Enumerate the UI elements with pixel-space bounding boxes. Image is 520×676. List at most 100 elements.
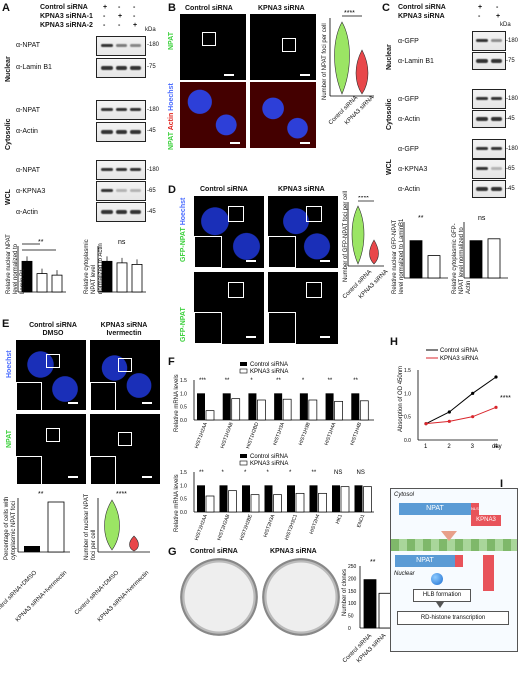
f-bottom-sig: * — [222, 470, 225, 476]
e-image-kpna3-npat — [90, 414, 160, 484]
d-image-kpna3-merge — [268, 196, 338, 268]
f-bottom-sig: NS — [357, 470, 365, 476]
f-top-bar-kpna3 — [334, 400, 343, 421]
b-image-kpna3-merge — [250, 82, 316, 148]
d-bar1-bar — [409, 240, 423, 279]
f-top-bar-kpna3 — [257, 399, 266, 421]
d-bar1-ylabel: Relative nuclear GFP-NPAT level normaliz… — [392, 218, 405, 294]
h-ytick: 0.0 — [404, 438, 411, 444]
f-bottom-sig: NS — [334, 470, 342, 476]
h-legend-control: Control siRNA — [440, 348, 478, 354]
f-top-bar-control — [325, 393, 334, 420]
b-row1-label: NPAT — [168, 31, 175, 50]
f-top-xtick: HIST1H3B — [298, 421, 312, 446]
f-bottom-bar-control — [219, 485, 228, 512]
g-plate-control — [180, 558, 258, 636]
b-image-control-merge — [180, 82, 246, 148]
g-ytick: 200 — [348, 576, 357, 582]
a-mark: - — [133, 13, 136, 20]
c-row-control: Control siRNA — [398, 4, 446, 11]
f-top-sig: ** — [328, 378, 333, 384]
h-point — [447, 410, 451, 414]
f-top-sig: * — [302, 378, 305, 384]
f-bottom-xtick: HIST2H4 — [309, 513, 322, 535]
f-bottom-xtick: HIST2H2AA — [194, 513, 209, 541]
b-row2-npat: NPAT — [168, 131, 175, 150]
d-bar-charts: ** ns — [403, 215, 508, 279]
f-top-ytick: 1.5 — [180, 378, 187, 384]
e-bar-cat: KPNA3 siRNA+Ivermectin — [14, 570, 69, 624]
a-row-control: Control siRNA — [40, 4, 88, 11]
e-violin-control — [104, 499, 120, 551]
i-hlb-box: HLB formation — [413, 589, 471, 602]
f-bottom-legend-kpna3: KPNA3 siRNA — [250, 461, 288, 467]
h-legend-kpna3: KPNA3 siRNA — [440, 356, 478, 362]
e-violin-ylabel: Number of nuclear NPAT foci per cell — [84, 493, 97, 560]
f-top-xtick: HIST1H2BD — [245, 421, 260, 449]
f-bottom-xtick: HIST2H2BE — [239, 513, 254, 541]
e-bar-ylabel: Percentage of cells with cytoplasmic NPA… — [4, 496, 17, 560]
f-bottom-bar-kpna3 — [318, 492, 327, 513]
f-bottom-bar-control — [242, 485, 250, 512]
i-hlb-dot — [431, 573, 443, 585]
h-ylabel: Absorption of OD 450nm — [398, 365, 404, 432]
h-xtick: 4 — [494, 444, 498, 450]
c-blot-label: α-KPNA3 — [398, 166, 428, 173]
c-blot-label: α-Lamin B1 — [398, 58, 434, 65]
f-top-bar-kpna3 — [308, 399, 318, 421]
a-blot-image — [96, 36, 146, 56]
a-mw: -45 — [147, 128, 156, 134]
i-npat-label: NPAT — [426, 505, 444, 512]
a-mw: -65 — [147, 188, 156, 194]
c-mw: -45 — [506, 116, 515, 122]
a-mark: + — [118, 13, 123, 20]
h-xlabel: day — [492, 444, 502, 450]
b-violin-chart: **** — [329, 10, 374, 97]
e-row2-label: NPAT — [6, 429, 13, 448]
c-mw: -180 — [506, 38, 519, 44]
i-hlb: HLB formation — [422, 592, 462, 598]
h-point — [471, 415, 475, 419]
f-top-sig: * — [250, 378, 253, 384]
a-mark: - — [103, 22, 106, 29]
f-charts: 1.51.00.50.0***HIST1H2AA**HIST1H2AB*HIST… — [180, 362, 374, 541]
g-plate-kpna3 — [262, 558, 340, 636]
f-ylabel-top: Relative mRNA levels — [174, 374, 180, 432]
f-top-bar-control — [222, 393, 231, 420]
f-bottom-sig: ** — [199, 470, 204, 476]
e-col2b: Ivermectin — [106, 330, 142, 337]
f-bottom-bar-kpna3 — [340, 486, 350, 513]
i-kpna3-box: KPNA3 — [471, 515, 501, 526]
d-row1-hoechst: Hoechst — [180, 197, 187, 226]
f-bottom-bar-control — [354, 485, 363, 512]
e-bar-kpna3 — [47, 501, 65, 553]
g-ytick: 150 — [348, 589, 357, 595]
f-top-bar-kpna3 — [282, 398, 292, 421]
f-bottom-sig: * — [267, 470, 270, 476]
f-bottom-bar-kpna3 — [273, 494, 282, 513]
a-mark: + — [103, 4, 108, 11]
a-blot-image — [96, 58, 146, 78]
a-bar2-sig: ns — [118, 239, 126, 246]
a-mw: -180 — [147, 42, 160, 48]
c-mark: + — [478, 4, 483, 11]
a-mw: -45 — [147, 209, 156, 215]
a-bar-charts: ** ns — [17, 239, 146, 293]
i-cytosol: Cytosol — [394, 492, 415, 498]
d-image-kpna3-gfp — [268, 272, 338, 344]
e-charts: ** **** — [17, 491, 150, 553]
c-section-wcl: WCL — [386, 159, 393, 175]
a-mark: - — [118, 22, 121, 29]
e-image-control-npat — [16, 414, 86, 484]
f-top-bar-control — [274, 393, 283, 420]
f-bottom-bar-control — [332, 485, 340, 512]
f-top-bar-kpna3 — [205, 410, 215, 421]
f-bottom-bar-kpna3 — [250, 494, 260, 513]
c-mw: -180 — [506, 96, 519, 102]
a-blot-image — [96, 202, 146, 222]
a-blot-label: α-KPNA3 — [16, 188, 46, 195]
a-section-nuclear: Nuclear — [5, 56, 12, 82]
a-bar2-bar — [116, 262, 128, 293]
f-top-legend-kpna3-swatch — [239, 368, 248, 374]
